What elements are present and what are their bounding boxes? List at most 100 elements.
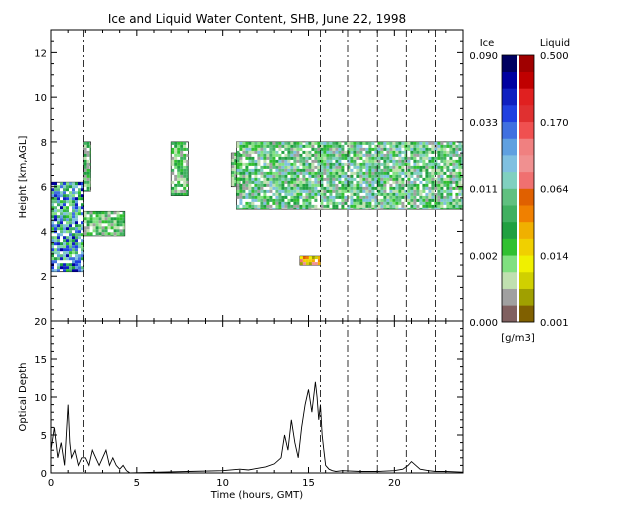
cloud-cell xyxy=(284,195,288,199)
cloud-cell xyxy=(290,156,294,160)
cloud-layer xyxy=(50,181,84,273)
cloud-cell xyxy=(293,150,297,154)
cloud-cell xyxy=(98,220,102,224)
cloud-cell xyxy=(350,177,354,181)
cloud-cell xyxy=(104,226,108,230)
cloud-cell xyxy=(266,198,270,202)
cloud-cell xyxy=(374,171,378,175)
cloud-cell xyxy=(293,192,297,196)
cloud-cell xyxy=(368,165,372,169)
cloud-cell xyxy=(410,186,414,190)
cloud-cell xyxy=(257,168,261,172)
cloud-cell xyxy=(452,171,456,175)
cloud-cell xyxy=(234,174,238,178)
cloud-cell xyxy=(380,171,384,175)
cloud-cell xyxy=(89,232,93,236)
cloud-cell xyxy=(362,141,366,145)
cloud-cell xyxy=(395,186,399,190)
cloud-cell xyxy=(278,174,282,178)
cloud-cell xyxy=(383,159,387,163)
cloud-cell xyxy=(89,217,93,221)
cloud-cell xyxy=(419,174,423,178)
cloud-cell xyxy=(174,174,178,178)
cloud-cell xyxy=(395,159,399,163)
cloud-cell xyxy=(296,150,300,154)
cloud-cell xyxy=(305,171,309,175)
cloud-cell xyxy=(75,224,78,228)
cloud-cell xyxy=(308,204,312,208)
cloud-cell xyxy=(266,141,270,145)
colorbar-ice-cell xyxy=(502,255,517,273)
cloud-cell xyxy=(75,266,78,270)
cloud-cell xyxy=(51,242,54,246)
cloud-cell xyxy=(60,230,63,234)
cloud-cell xyxy=(452,147,456,151)
cloud-cell xyxy=(75,242,78,246)
cloud-cell xyxy=(266,195,270,199)
cloud-cell xyxy=(347,183,351,187)
cloud-cell xyxy=(329,168,333,172)
cloud-cell xyxy=(419,147,423,151)
cloud-cell xyxy=(86,165,90,169)
cloud-cell xyxy=(371,153,375,157)
cloud-cell xyxy=(92,223,96,227)
cloud-cell xyxy=(299,153,303,157)
cloud-cell xyxy=(356,168,360,172)
cloud-cell xyxy=(401,177,405,181)
cloud-cell xyxy=(302,168,306,172)
cloud-cell xyxy=(446,144,450,148)
cloud-cell xyxy=(437,195,441,199)
cloud-cell xyxy=(284,168,288,172)
cloud-cell xyxy=(51,254,54,258)
cloud-cell xyxy=(57,191,60,195)
cloud-cell xyxy=(452,165,456,169)
cloud-cell xyxy=(245,195,249,199)
cloud-cell xyxy=(353,171,357,175)
cloud-cell xyxy=(66,206,69,210)
cloud-cell xyxy=(338,174,342,178)
cloud-cell xyxy=(422,147,426,151)
cloud-cell xyxy=(63,188,66,192)
cloud-cell xyxy=(428,189,432,193)
cloud-cell xyxy=(272,192,276,196)
cloud-cell xyxy=(398,162,402,166)
cloud-cell xyxy=(63,197,66,201)
cloud-cell xyxy=(251,156,255,160)
cloud-cell xyxy=(392,153,396,157)
cloud-cell xyxy=(425,201,429,205)
cloud-cell xyxy=(231,168,235,172)
cloud-cell xyxy=(431,156,435,160)
cloud-cell xyxy=(281,141,285,145)
cloud-cell xyxy=(116,232,120,236)
cloud-cell xyxy=(347,159,351,163)
cloud-cell xyxy=(341,174,345,178)
cloud-cell xyxy=(66,185,69,189)
cloud-cell xyxy=(86,177,90,181)
cloud-cell xyxy=(254,165,258,169)
cloud-cell xyxy=(344,189,348,193)
cloud-cell xyxy=(398,177,402,181)
cloud-cell xyxy=(257,198,261,202)
colorbar-ice-tick-label: 0.000 xyxy=(469,318,498,329)
cloud-cell xyxy=(386,150,390,154)
cloud-cell xyxy=(284,189,288,193)
cloud-cell xyxy=(431,168,435,172)
cloud-cell xyxy=(54,206,57,210)
cloud-cell xyxy=(231,162,235,166)
cloud-cell xyxy=(54,257,57,261)
cloud-cell xyxy=(51,239,54,243)
cloud-cell xyxy=(374,168,378,172)
colorbar-liquid-cell xyxy=(519,271,534,289)
cloud-cell xyxy=(110,223,114,227)
cloud-cell xyxy=(122,220,125,224)
cloud-cell xyxy=(72,191,75,195)
cloud-cell xyxy=(440,159,444,163)
cloud-cell xyxy=(398,174,402,178)
optical-depth-plot xyxy=(50,381,464,474)
cloud-cell xyxy=(183,192,187,196)
cloud-cell xyxy=(449,201,453,205)
cloud-cell xyxy=(183,168,187,172)
cloud-cell xyxy=(359,177,363,181)
cloud-cell xyxy=(308,174,312,178)
cloud-cell xyxy=(365,195,369,199)
